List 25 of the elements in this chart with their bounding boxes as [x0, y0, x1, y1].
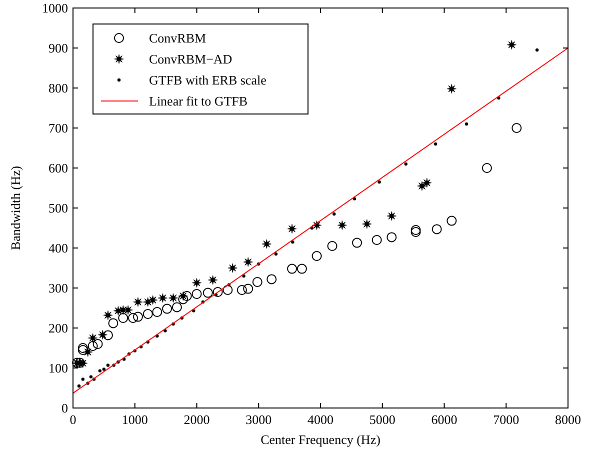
- legend-label: GTFB with ERB scale: [149, 72, 267, 88]
- legend-label: ConvRBM−AD: [149, 52, 232, 67]
- y-axis-title: Bandwidth (Hz): [8, 166, 23, 250]
- y-tick-label: 900: [48, 40, 68, 56]
- y-tick-label: 0: [62, 400, 68, 416]
- y-tick-label: 800: [48, 80, 68, 96]
- y-tick-label: 700: [48, 120, 68, 136]
- x-tick-label: 2000: [184, 412, 210, 427]
- legend-label: Linear fit to GTFB: [149, 94, 248, 109]
- x-tick-label: 8000: [555, 412, 581, 427]
- x-tick-label: 6000: [431, 412, 458, 427]
- y-tick-label: 600: [48, 160, 68, 176]
- x-tick-label: 4000: [308, 412, 334, 427]
- y-tick-label: 300: [48, 280, 68, 296]
- y-tick-label: 1000: [42, 0, 68, 16]
- x-tick-label: 1000: [122, 412, 148, 427]
- legend-label: ConvRBM: [149, 30, 207, 46]
- y-tick-label: 500: [48, 200, 68, 216]
- x-tick-label: 7000: [493, 412, 520, 427]
- x-tick-label: 5000: [369, 412, 396, 427]
- y-tick-label: 400: [48, 240, 68, 256]
- x-axis-title: Center Frequency (Hz): [260, 432, 380, 447]
- x-tick-label: 3000: [246, 412, 272, 427]
- y-tick-label: 200: [48, 320, 68, 336]
- y-tick-label: 100: [48, 360, 68, 376]
